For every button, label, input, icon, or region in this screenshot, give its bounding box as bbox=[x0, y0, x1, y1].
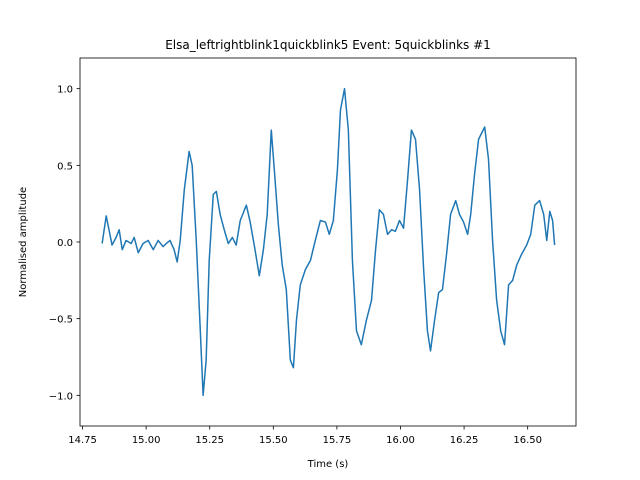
x-axis-label: Time (s) bbox=[307, 459, 349, 470]
x-tick-label: 16.50 bbox=[513, 435, 542, 446]
y-tick-label: 1.0 bbox=[57, 85, 73, 96]
y-tick-label: 0.5 bbox=[57, 161, 73, 172]
y-tick-label: −1.0 bbox=[49, 391, 73, 402]
y-tick-label: 0.0 bbox=[57, 238, 73, 249]
x-tick-label: 15.50 bbox=[259, 435, 288, 446]
chart-title: Elsa_leftrightblink1quickblink5 Event: 5… bbox=[165, 38, 491, 52]
x-tick-label: 15.00 bbox=[132, 435, 161, 446]
x-tick-label: 16.25 bbox=[450, 435, 479, 446]
data-line bbox=[101, 87, 556, 397]
x-tick-label: 15.25 bbox=[195, 435, 224, 446]
y-axis-label: Normalised amplitude bbox=[18, 187, 29, 297]
plot-frame bbox=[79, 57, 577, 427]
x-tick-label: 16.00 bbox=[386, 435, 415, 446]
x-tick-label: 14.75 bbox=[68, 435, 97, 446]
y-tick-label: −0.5 bbox=[49, 315, 73, 326]
x-tick-label: 15.75 bbox=[323, 435, 352, 446]
